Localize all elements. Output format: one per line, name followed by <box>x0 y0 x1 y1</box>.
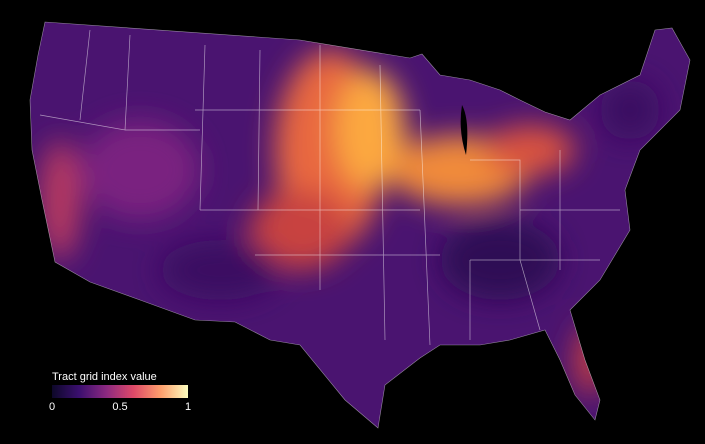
hotspots <box>40 50 660 395</box>
colorbar <box>52 385 188 398</box>
colorbar-tick-label: 0.5 <box>112 401 127 413</box>
lake-michigan <box>460 105 468 155</box>
colorbar-tick-label: 0 <box>49 401 55 413</box>
legend-title: Tract grid index value <box>52 371 157 383</box>
legend: Tract grid index value 0 0.5 1 <box>49 371 191 413</box>
state-borders <box>39 29 620 346</box>
us-outline <box>29 21 691 429</box>
colorbar-tick-label: 1 <box>185 401 191 413</box>
